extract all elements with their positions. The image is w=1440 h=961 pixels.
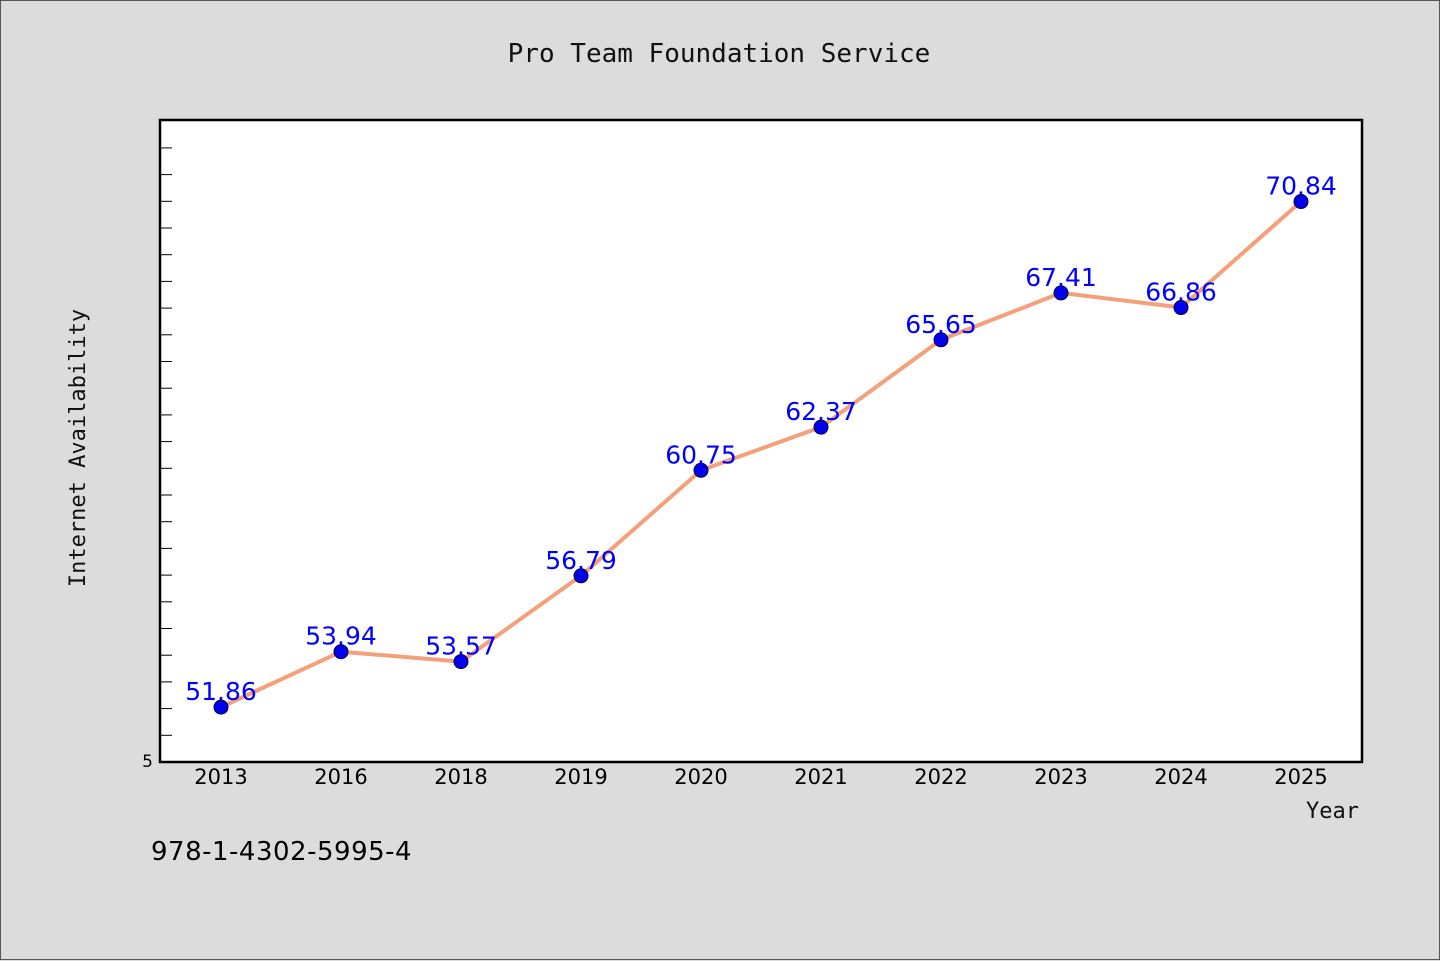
data-label: 62.37 <box>785 397 857 426</box>
x-tick-label: 2021 <box>794 765 847 789</box>
x-axis-label: Year <box>1306 799 1359 824</box>
data-point <box>333 644 349 660</box>
y-tick-label: 5 <box>142 752 153 772</box>
x-axis-ticks: 2013 2016 2018 2019 2020 2021 2022 2023 2024 2025 <box>194 765 1327 789</box>
x-tick-label: 2025 <box>1274 765 1327 789</box>
x-tick-label: 2013 <box>194 765 247 789</box>
data-point <box>1173 300 1189 316</box>
x-tick-label: 2020 <box>674 765 727 789</box>
data-labels: 51.86 53.94 53.57 56.79 60.75 62.37 65.65 67.41… <box>185 172 1337 707</box>
chart-title: Pro Team Foundation Service <box>508 39 931 69</box>
data-point <box>213 699 229 715</box>
data-point <box>693 462 709 478</box>
y-axis-ticks <box>160 147 172 736</box>
plot-area <box>158 118 1364 764</box>
x-tick-label: 2018 <box>434 765 487 789</box>
data-point <box>1053 285 1069 301</box>
data-label: 66.86 <box>1145 278 1217 307</box>
data-label: 51.86 <box>185 677 257 706</box>
x-tick-label: 2022 <box>914 765 967 789</box>
data-point <box>453 654 469 670</box>
x-tick-label: 2019 <box>554 765 607 789</box>
data-point <box>933 332 949 348</box>
data-label: 67.41 <box>1025 263 1097 292</box>
data-label: 60.75 <box>665 440 737 469</box>
series-line <box>219 199 1303 710</box>
data-label: 56.79 <box>545 546 617 575</box>
x-tick-label: 2023 <box>1034 765 1087 789</box>
data-label: 53.94 <box>305 622 377 651</box>
data-label: 70.84 <box>1265 172 1337 201</box>
x-tick-label: 2016 <box>314 765 367 789</box>
data-point <box>813 419 829 435</box>
data-label: 65.65 <box>905 310 977 339</box>
data-label: 53.57 <box>425 632 497 661</box>
data-point <box>573 568 589 584</box>
data-points <box>213 194 1309 715</box>
y-axis-label: Internet Availability <box>66 309 91 587</box>
footer-code: 978-1-4302-5995-4 <box>151 837 413 867</box>
data-point <box>1293 194 1309 210</box>
x-tick-label: 2024 <box>1154 765 1207 789</box>
